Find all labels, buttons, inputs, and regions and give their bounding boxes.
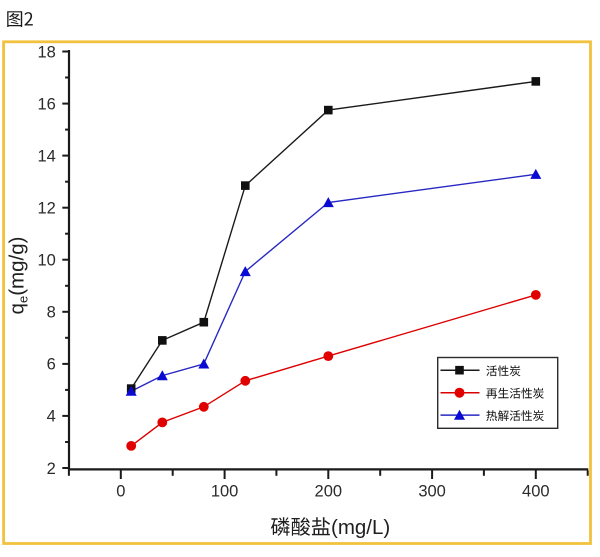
svg-text:2: 2 [47,460,56,478]
svg-text:0: 0 [116,483,125,501]
svg-text:8: 8 [47,304,56,322]
svg-text:4: 4 [47,408,56,426]
svg-text:300: 300 [418,483,446,501]
svg-text:400: 400 [522,483,550,501]
svg-text:16: 16 [37,95,55,113]
svg-text:14: 14 [37,147,55,165]
svg-text:qe(mg/g): qe(mg/g) [6,237,31,315]
svg-text:6: 6 [47,356,56,374]
svg-text:200: 200 [315,483,343,501]
svg-text:10: 10 [37,252,55,270]
svg-text:(mg/L): (mg/L) [331,516,390,539]
svg-text:12: 12 [37,200,55,218]
svg-text:18: 18 [37,43,55,61]
svg-text:100: 100 [211,483,239,501]
